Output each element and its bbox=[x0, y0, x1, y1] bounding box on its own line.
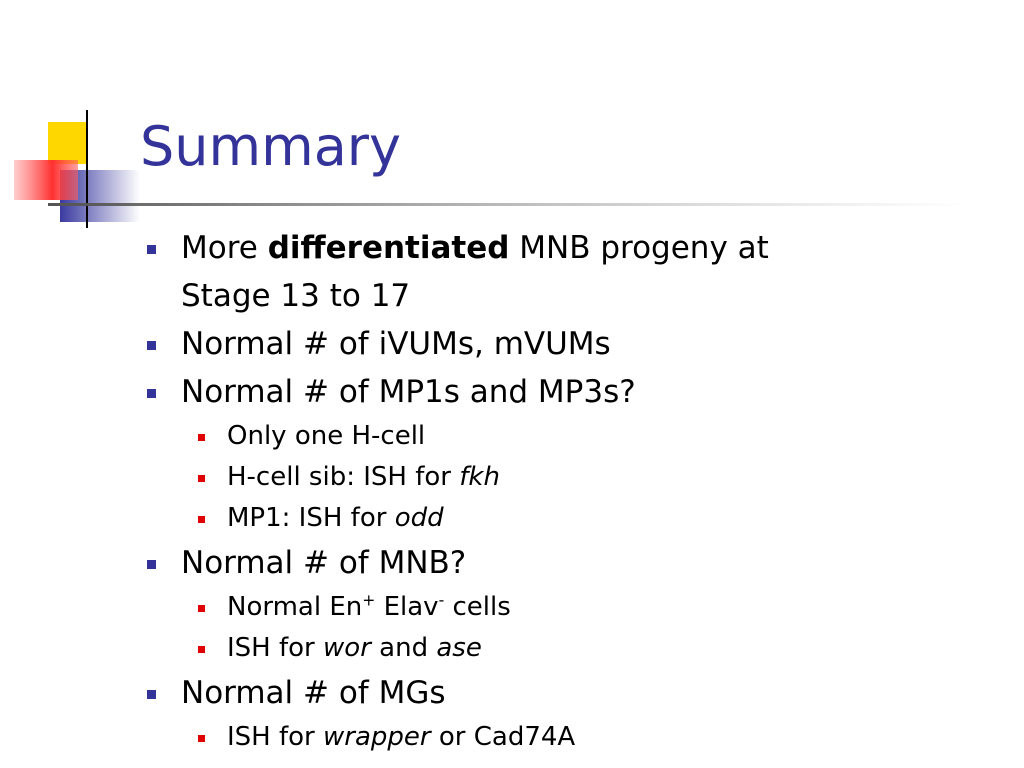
slide-title: Summary bbox=[140, 115, 401, 178]
text-run: ISH for bbox=[227, 722, 324, 752]
text-run: fkh bbox=[459, 462, 500, 492]
sub-bullet: Only one H-cell bbox=[181, 416, 815, 457]
bullet: Normal # of iVUMs, mVUMs bbox=[145, 320, 815, 368]
bullet-list: More differentiated MNB progeny at Stage… bbox=[145, 224, 815, 758]
text-run: cells bbox=[444, 592, 511, 622]
bullet: Normal # of MP1s and MP3s? Only one H-cel… bbox=[145, 368, 815, 539]
text-run: MNB progeny at Stage 13 to 17 bbox=[181, 230, 769, 314]
bullet: Normal # of MGs ISH for wrapper or Cad74A bbox=[145, 669, 815, 758]
bullet: More differentiated MNB progeny at Stage… bbox=[145, 224, 815, 320]
text-run: differentiated bbox=[267, 230, 510, 266]
text-run: ase bbox=[436, 633, 482, 663]
text-run: and bbox=[370, 633, 437, 663]
sub-list: Only one H-cell H-cell sib: ISH for fkh MP… bbox=[181, 416, 815, 539]
text-run: - bbox=[438, 591, 445, 610]
text-run: wrapper bbox=[323, 722, 431, 752]
text-run: Only one H-cell bbox=[227, 421, 426, 451]
sub-bullet: H-cell sib: ISH for fkh bbox=[181, 457, 815, 498]
yellow-square bbox=[48, 122, 88, 164]
horizontal-rule bbox=[48, 203, 968, 206]
sub-bullet: MP1: ISH for odd bbox=[181, 498, 815, 539]
sub-bullet: ISH for wor and ase bbox=[181, 628, 815, 669]
text-run: + bbox=[362, 591, 376, 610]
text-run: Normal # of MNB? bbox=[181, 545, 467, 581]
red-square bbox=[14, 160, 78, 200]
bullet: Normal # of MNB? Normal En+ Elav- cells IS… bbox=[145, 539, 815, 669]
text-run: More bbox=[181, 230, 268, 266]
text-run: Normal En bbox=[227, 592, 363, 622]
text-run: Normal # of MGs bbox=[181, 675, 446, 711]
text-run: Normal # of MP1s and MP3s? bbox=[181, 374, 636, 410]
text-run: wor bbox=[323, 633, 371, 663]
sub-bullet: Normal En+ Elav- cells bbox=[181, 587, 815, 628]
sub-list: Normal En+ Elav- cells ISH for wor and as… bbox=[181, 587, 815, 669]
text-run: ISH for bbox=[227, 633, 324, 663]
sub-list: ISH for wrapper or Cad74A bbox=[181, 717, 815, 758]
text-run: MP1: ISH for bbox=[227, 503, 395, 533]
title-decoration bbox=[14, 110, 968, 228]
text-run: Elav bbox=[375, 592, 439, 622]
text-run: odd bbox=[394, 503, 444, 533]
text-run: H-cell sib: ISH for bbox=[227, 462, 460, 492]
sub-bullet: ISH for wrapper or Cad74A bbox=[181, 717, 815, 758]
text-run: Normal # of iVUMs, mVUMs bbox=[181, 326, 611, 362]
text-run: or Cad74A bbox=[430, 722, 576, 752]
